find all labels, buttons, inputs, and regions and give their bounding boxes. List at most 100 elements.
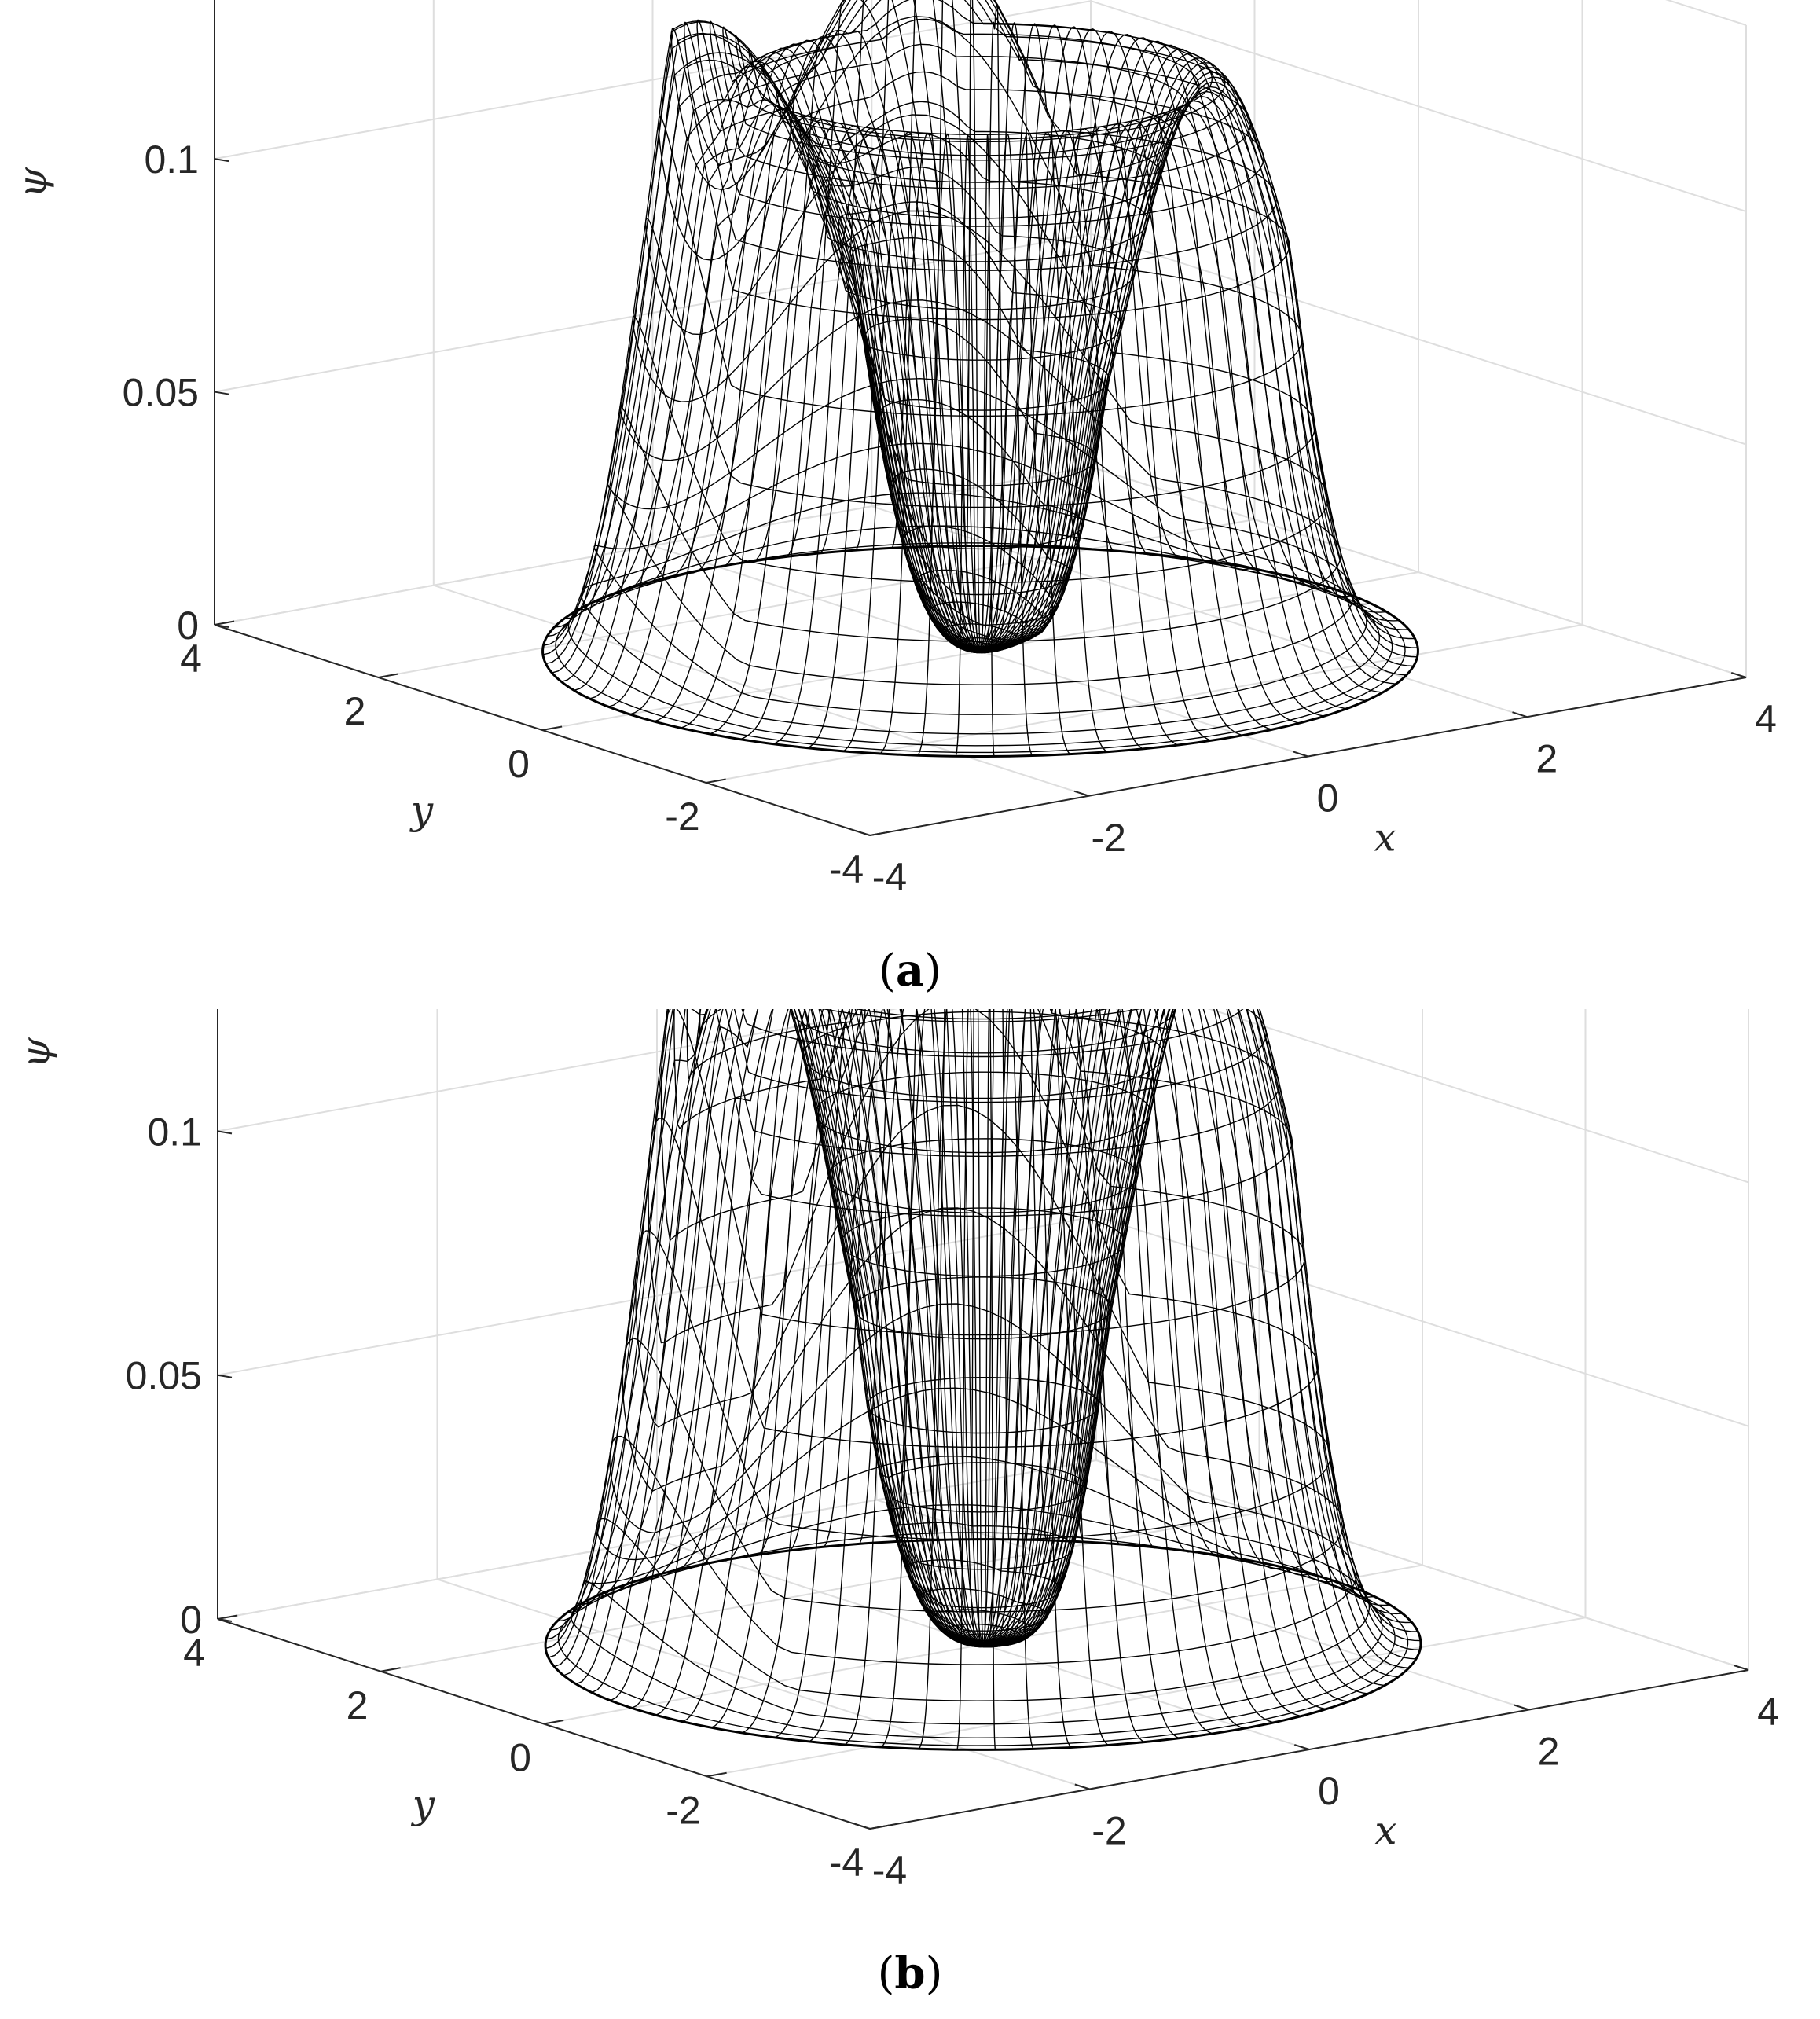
x-tick-label: 2 bbox=[1536, 736, 1558, 780]
y-tick-label: -4 bbox=[829, 847, 864, 891]
mesh-spoke bbox=[982, 1009, 1245, 1729]
mesh-ring bbox=[635, 1104, 1331, 1540]
grid-line bbox=[214, 233, 1747, 446]
mesh-spoke bbox=[982, 1009, 1335, 1646]
mesh-spoke bbox=[661, 39, 981, 652]
mesh-spoke bbox=[740, 125, 981, 740]
mesh-spoke bbox=[749, 29, 981, 652]
mesh-spoke bbox=[552, 32, 981, 674]
mesh-spoke bbox=[980, 119, 1272, 730]
z-axis-label: ψ bbox=[9, 167, 55, 198]
z-tick-label: 0.05 bbox=[123, 371, 199, 415]
y-tick-label: 2 bbox=[347, 1683, 369, 1727]
mesh-spoke bbox=[980, 72, 1415, 652]
y-tick-mark bbox=[217, 1614, 238, 1620]
mesh-spoke bbox=[787, 1009, 984, 1646]
x-tick-mark bbox=[1730, 672, 1747, 678]
mesh-spoke bbox=[980, 67, 1409, 652]
mesh-spoke bbox=[589, 103, 981, 699]
mesh-spoke bbox=[980, 44, 1331, 652]
mesh-spoke bbox=[636, 43, 981, 652]
y-tick-mark bbox=[541, 725, 563, 731]
mesh-spoke bbox=[982, 1009, 1048, 1645]
grid-a bbox=[214, 0, 1747, 836]
y-tick-mark bbox=[378, 673, 398, 678]
x-tick-label: -4 bbox=[872, 855, 907, 899]
x-tick-label: 2 bbox=[1538, 1730, 1560, 1774]
grid-line bbox=[214, 0, 871, 836]
x-tick-mark bbox=[1512, 711, 1528, 718]
x-tick-mark bbox=[854, 830, 871, 836]
mesh-spoke bbox=[809, 1009, 984, 1742]
mesh-spoke bbox=[817, 0, 981, 652]
mesh-spoke bbox=[717, 33, 981, 652]
x-axis-label: x bbox=[1374, 815, 1396, 861]
mesh-spoke bbox=[631, 1009, 984, 1709]
mesh-spoke bbox=[982, 1009, 1403, 1646]
y-tick-label: 2 bbox=[344, 689, 366, 733]
caption-b: (b) bbox=[878, 1947, 943, 1999]
mesh-spoke bbox=[982, 1009, 1418, 1646]
grid-line bbox=[217, 1009, 871, 1830]
mesh-spoke bbox=[979, 134, 995, 757]
mesh-spoke bbox=[982, 1009, 1180, 1739]
mesh-spoke bbox=[710, 1009, 984, 1728]
y-tick-mark bbox=[869, 831, 890, 836]
mesh-spoke bbox=[982, 1009, 1224, 1646]
mesh-spoke bbox=[610, 1009, 984, 1701]
y-tick-label: 4 bbox=[180, 637, 202, 681]
x-tick-mark bbox=[1734, 1665, 1749, 1671]
z-tick-mark bbox=[217, 1618, 233, 1622]
x-tick-mark bbox=[1293, 751, 1308, 758]
mesh-spoke bbox=[574, 98, 981, 692]
surface-mesh-b bbox=[544, 1009, 1422, 1751]
y-tick-label: -2 bbox=[665, 795, 699, 839]
x-tick-mark bbox=[1074, 1783, 1090, 1790]
x-tick-label: 0 bbox=[1317, 776, 1339, 820]
mesh-spoke bbox=[594, 52, 981, 652]
mesh-spoke bbox=[970, 1009, 984, 1645]
y-tick-label: -4 bbox=[829, 1841, 864, 1885]
mesh-spoke bbox=[598, 1009, 984, 1646]
y-tick-mark bbox=[543, 1719, 564, 1725]
mesh-ring bbox=[622, 1207, 1345, 1613]
panel-a: -4 -2 0 2 4 -4 -2 0 2 4 0 0.05 0.1 x y ψ (a) bbox=[0, 0, 1820, 1009]
mesh-spoke bbox=[774, 1009, 984, 1738]
mesh-spoke bbox=[917, 133, 982, 756]
mesh-spoke bbox=[844, 1009, 984, 1746]
mesh-spoke bbox=[980, 37, 1280, 652]
mesh-ring bbox=[581, 492, 1380, 735]
x-tick-label: -2 bbox=[1092, 816, 1126, 860]
mesh-spoke bbox=[980, 130, 1143, 750]
mesh-spoke bbox=[982, 1009, 1145, 1743]
mesh-spoke bbox=[772, 127, 981, 745]
axis-labels-b: x y ψ bbox=[13, 1037, 1397, 1854]
mesh-spoke bbox=[980, 53, 1371, 652]
mesh-spoke bbox=[982, 1009, 1301, 1717]
mesh-ring bbox=[658, 16, 1303, 417]
mesh-spoke bbox=[980, 126, 1212, 741]
mesh-spoke bbox=[932, 1009, 984, 1645]
mesh-spoke bbox=[575, 1009, 984, 1685]
mesh-spoke bbox=[982, 1009, 996, 1750]
mesh-spoke bbox=[982, 1009, 1274, 1723]
mesh-spoke bbox=[980, 57, 1387, 652]
mesh-spoke bbox=[955, 134, 982, 757]
mesh-spoke bbox=[980, 100, 1383, 693]
axes-a bbox=[214, 0, 1747, 836]
mesh-spoke bbox=[629, 112, 981, 715]
mesh-boundary bbox=[544, 1538, 1422, 1751]
mesh-spoke bbox=[894, 1009, 984, 1645]
mesh-spoke bbox=[980, 112, 1325, 717]
y-tick-label: 0 bbox=[508, 742, 530, 786]
mesh-ring bbox=[619, 299, 1341, 642]
x-tick-mark bbox=[855, 1823, 871, 1830]
mesh-spoke bbox=[607, 108, 981, 707]
mesh-spoke bbox=[980, 131, 1107, 753]
mesh-spoke bbox=[665, 1009, 984, 1646]
mesh-ring bbox=[583, 1456, 1383, 1725]
y-tick-label: -2 bbox=[666, 1788, 700, 1832]
